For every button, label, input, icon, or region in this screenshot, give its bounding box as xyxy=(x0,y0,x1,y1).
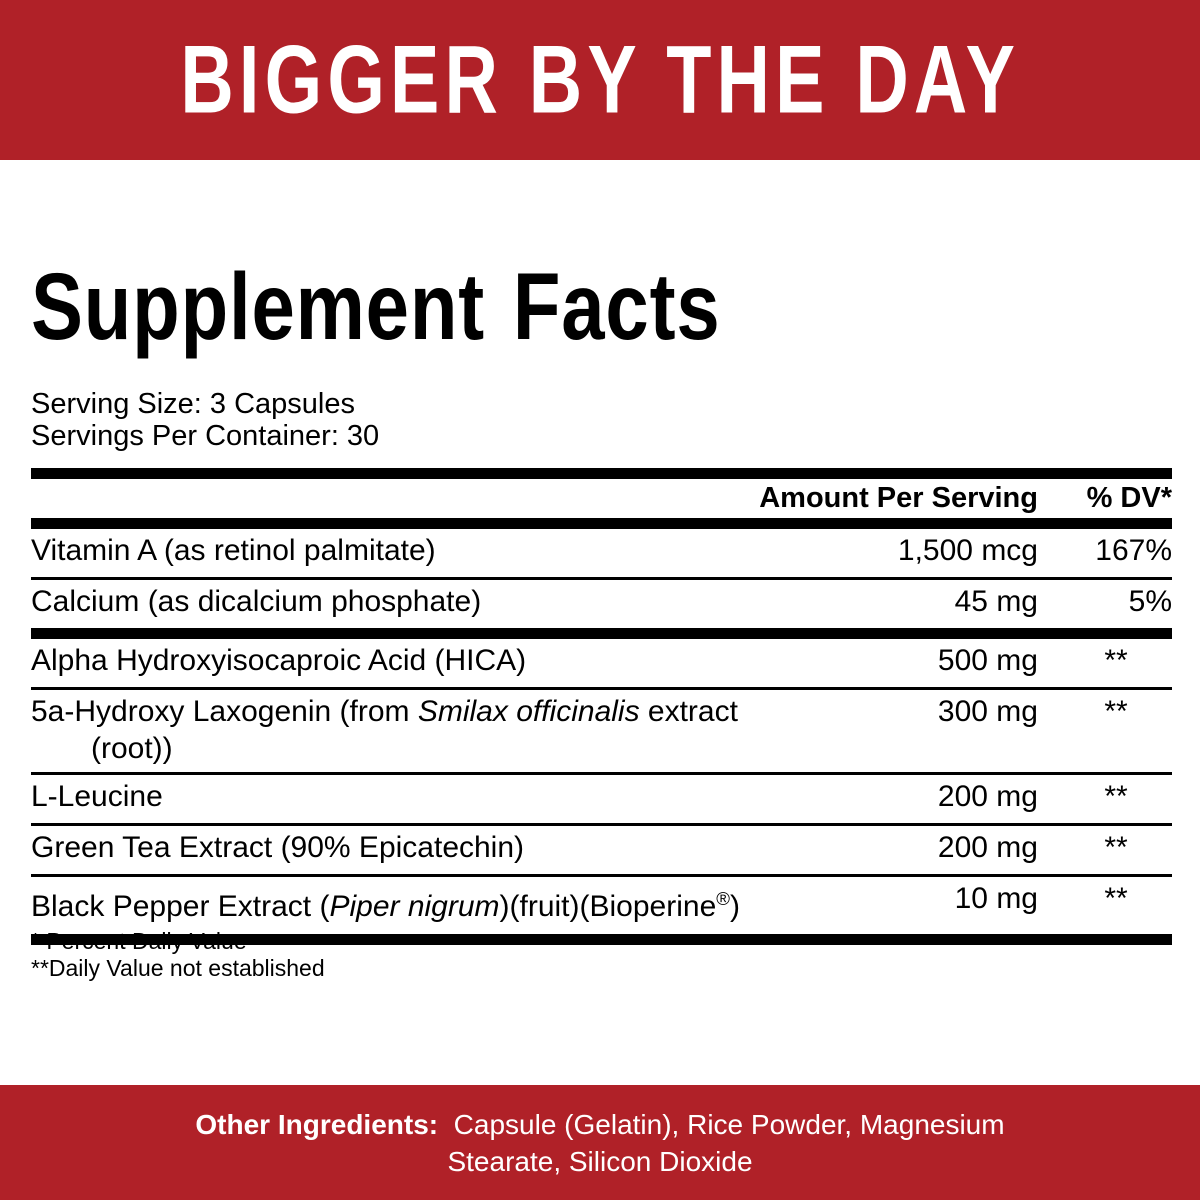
supplement-facts-panel: Supplement Facts Serving Size: 3 Capsules… xyxy=(0,160,1200,1085)
heading-word-supplement: Supplement xyxy=(31,254,485,360)
row-separator xyxy=(31,687,1172,690)
table-row: 5a-Hydroxy Laxogenin (from Smilax offici… xyxy=(31,690,1172,772)
ingredient-name: Green Tea Extract (90% Epicatechin) xyxy=(31,831,525,864)
ingredient-name: L-Leucine xyxy=(31,780,163,813)
ingredient-name-tail: ) xyxy=(729,890,740,923)
nutrition-table: Amount Per Serving % DV* Vitamin A (as r… xyxy=(31,468,1172,945)
product-name-banner: BIGGER BY THE DAY xyxy=(0,0,1200,160)
ingredient-amount: 200 mg xyxy=(937,831,1038,864)
registered-trademark-icon: ® xyxy=(716,888,730,909)
row-separator xyxy=(31,823,1172,826)
header-amount-per-serving: Amount Per Serving xyxy=(759,482,1038,514)
ingredient-name-latin: Piper nigrum xyxy=(329,890,500,923)
table-row: Vitamin A (as retinol palmitate) 1,500 m… xyxy=(31,529,1172,577)
ingredient-name-prefix: 5a-Hydroxy Laxogenin (from xyxy=(31,695,418,728)
table-header-row: Amount Per Serving % DV* xyxy=(31,479,1172,518)
ingredient-daily-value: 5% xyxy=(1128,585,1172,618)
ingredient-daily-value: ** xyxy=(1104,695,1128,728)
footnote-dv-not-established: **Daily Value not established xyxy=(31,955,325,981)
other-ingredients-value: Capsule (Gelatin), Rice Powder, Magnesiu… xyxy=(447,1108,1005,1177)
ingredient-daily-value: ** xyxy=(1104,780,1128,813)
ingredient-amount: 300 mg xyxy=(937,695,1038,728)
serving-size-line: Serving Size: 3 Capsules xyxy=(31,388,355,420)
other-ingredients-banner: Other Ingredients: Capsule (Gelatin), Ri… xyxy=(0,1085,1200,1200)
table-top-rule xyxy=(31,468,1172,479)
product-name-title: BIGGER BY THE DAY xyxy=(180,26,1020,134)
table-row: Green Tea Extract (90% Epicatechin) 200 … xyxy=(31,826,1172,874)
section-divider-rule xyxy=(31,628,1172,639)
ingredient-name-suffix: extract xyxy=(639,695,738,728)
table-footnotes: * Percent Daily Value **Daily Value not … xyxy=(31,928,325,982)
ingredient-daily-value: ** xyxy=(1104,831,1128,864)
ingredient-name: Calcium (as dicalcium phosphate) xyxy=(31,585,482,618)
row-separator xyxy=(31,577,1172,580)
ingredient-daily-value: ** xyxy=(1104,644,1128,677)
table-row: Black Pepper Extract (Piper nigrum)(frui… xyxy=(31,877,1172,930)
ingredient-name-wrapline: (root)) xyxy=(91,732,173,765)
serving-information: Serving Size: 3 Capsules Servings Per Co… xyxy=(31,388,379,452)
ingredient-name-prefix: Black Pepper Extract ( xyxy=(31,890,330,923)
ingredient-amount: 500 mg xyxy=(937,644,1038,677)
ingredient-amount: 45 mg xyxy=(954,585,1038,618)
row-separator xyxy=(31,874,1172,877)
servings-per-container-line: Servings Per Container: 30 xyxy=(31,420,380,452)
supplement-facts-heading: Supplement Facts xyxy=(31,260,967,355)
table-row: Alpha Hydroxyisocaproic Acid (HICA) 500 … xyxy=(31,639,1172,687)
table-row: Calcium (as dicalcium phosphate) 45 mg 5… xyxy=(31,580,1172,628)
other-ingredients-text: Other Ingredients: Capsule (Gelatin), Ri… xyxy=(190,1106,1010,1180)
ingredient-amount: 1,500 mcg xyxy=(897,534,1038,567)
other-ingredients-label: Other Ingredients: xyxy=(195,1108,439,1140)
table-bottom-rule xyxy=(31,934,1172,945)
ingredient-amount: 200 mg xyxy=(937,780,1038,813)
table-row: L-Leucine 200 mg ** xyxy=(31,775,1172,823)
ingredient-daily-value: 167% xyxy=(1095,534,1172,567)
rule-below-header xyxy=(31,518,1172,529)
ingredient-name: Black Pepper Extract (Piper nigrum)(frui… xyxy=(31,880,870,925)
ingredient-name-latin: Smilax officinalis xyxy=(417,695,640,728)
ingredient-name: Alpha Hydroxyisocaproic Acid (HICA) xyxy=(31,644,527,677)
ingredient-name: 5a-Hydroxy Laxogenin (from Smilax offici… xyxy=(31,693,870,767)
ingredient-name-suffix: )(fruit)(Bioperine xyxy=(499,890,717,923)
ingredient-daily-value: ** xyxy=(1104,882,1128,915)
header-percent-dv: % DV* xyxy=(1086,482,1172,514)
ingredient-name: Vitamin A (as retinol palmitate) xyxy=(31,534,436,567)
footnote-percent-daily-value: * Percent Daily Value xyxy=(31,928,247,954)
row-separator xyxy=(31,772,1172,775)
heading-word-facts: Facts xyxy=(512,254,721,360)
ingredient-amount: 10 mg xyxy=(954,882,1038,915)
